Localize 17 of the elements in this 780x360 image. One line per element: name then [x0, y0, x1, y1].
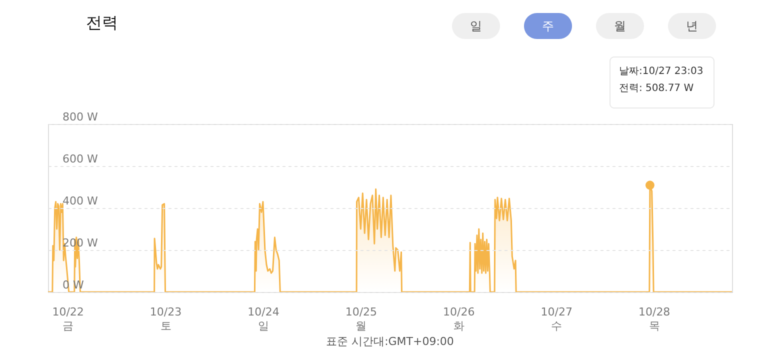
- y-tick-label: 800 W: [62, 110, 98, 124]
- x-tick-label: 10/26 화: [443, 306, 475, 332]
- text: 월: [614, 19, 626, 33]
- y-tick-label: 600 W: [62, 152, 98, 166]
- text: 표준 시간대:GMT+09:00: [326, 335, 454, 348]
- x-tick-label: 10/28 목: [638, 306, 670, 332]
- chart-title: 전력: [86, 13, 118, 32]
- y-tick-label: 400 W: [62, 194, 98, 208]
- text: 년: [686, 19, 698, 33]
- x-tick-label: 10/23 토: [150, 306, 182, 332]
- x-tick-label: 10/22 금: [52, 306, 84, 332]
- x-tick-label: 10/27 수: [540, 306, 572, 332]
- text: 날짜:10/27 23:03 전력: 508.77 W: [619, 66, 704, 94]
- text: 주: [542, 19, 554, 33]
- x-tick-label: 10/25 월: [345, 306, 378, 332]
- text: 일: [470, 19, 482, 33]
- x-tick-label: 10/24 일: [248, 306, 280, 332]
